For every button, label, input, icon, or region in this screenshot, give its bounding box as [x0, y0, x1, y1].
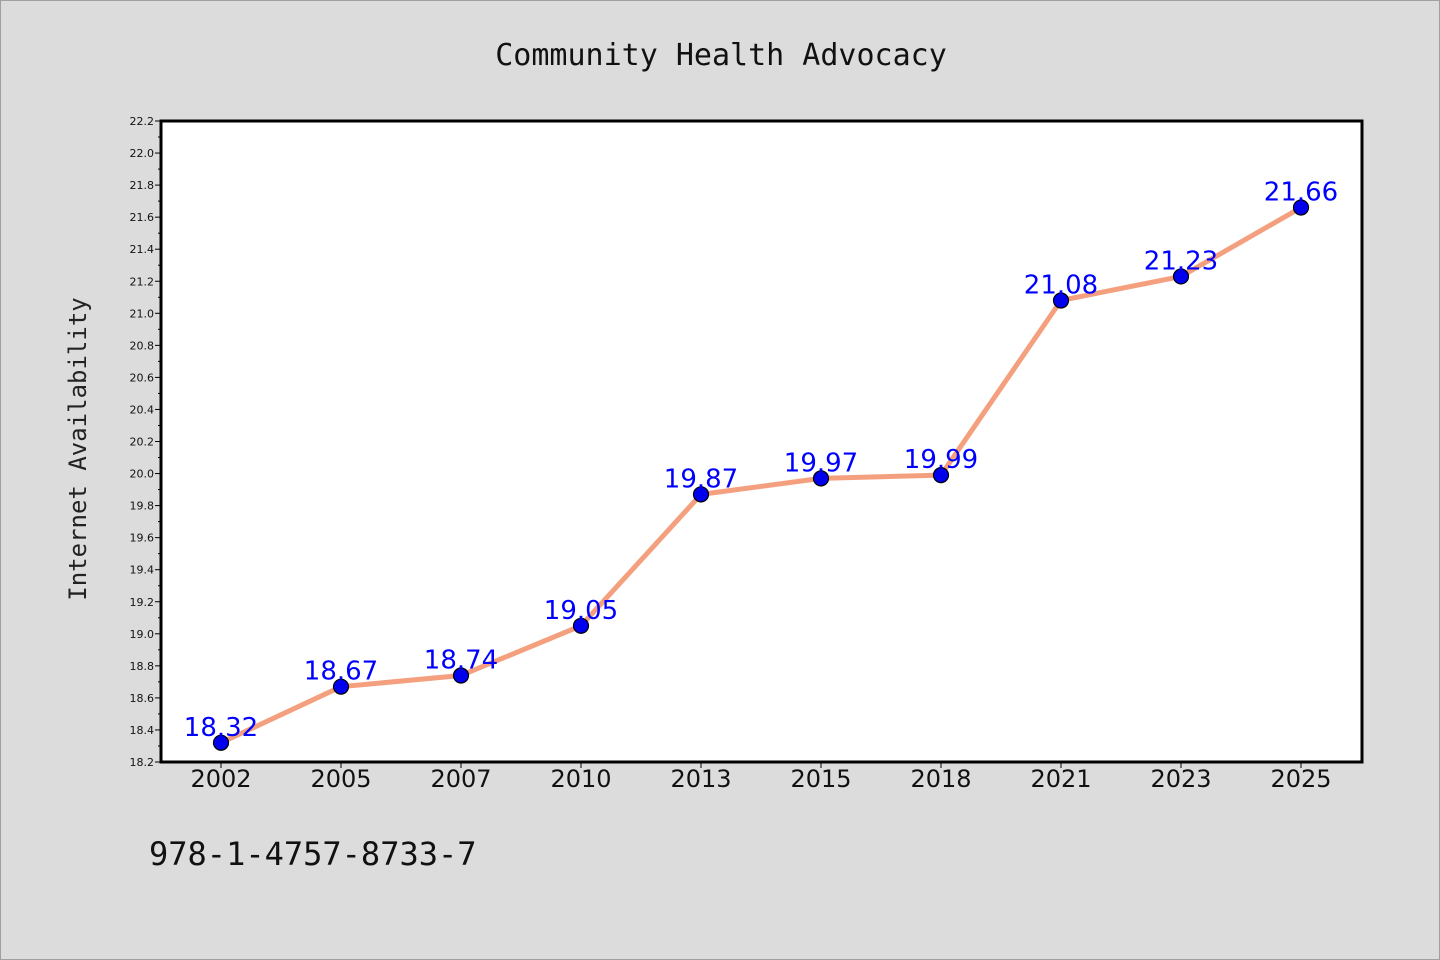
x-axis: 2002 2005 2007 2010 2013 2015 2018 2021 2023 2025 — [190, 762, 1332, 793]
data-label-5: 19.97 — [784, 448, 858, 478]
x-tick-label-0: 2002 — [190, 765, 251, 793]
data-label-7: 21.08 — [1024, 270, 1098, 300]
x-tick-label-4: 2013 — [670, 765, 731, 793]
y-tick-label-20: 22.2 — [130, 115, 155, 128]
data-point-0 — [212, 734, 230, 751]
y-tick-label-10: 20.2 — [130, 436, 155, 449]
footer-code: 978-1-4757-8733-7 — [149, 835, 477, 873]
data-point-4 — [692, 486, 710, 503]
data-point-8 — [1172, 268, 1190, 285]
data-label-0: 18.32 — [184, 713, 258, 743]
x-tick-label-1: 2005 — [310, 765, 371, 793]
plot-area — [159, 119, 1364, 764]
x-tick-label-8: 2023 — [1150, 765, 1211, 793]
data-point-2 — [452, 667, 470, 684]
y-tick-label-17: 21.6 — [130, 211, 155, 224]
data-label-4: 19.87 — [664, 464, 738, 494]
series-layer — [212, 199, 1310, 751]
x-tick-label-3: 2010 — [550, 765, 611, 793]
y-tick-label-3: 18.8 — [130, 660, 155, 673]
y-tick-label-2: 18.6 — [130, 692, 155, 705]
y-tick-label-9: 20.0 — [130, 468, 155, 481]
y-tick-label-7: 19.6 — [130, 532, 155, 545]
data-point-3 — [572, 617, 590, 634]
y-tick-label-15: 21.2 — [130, 275, 155, 288]
x-tick-label-6: 2018 — [910, 765, 971, 793]
chart-title: Community Health Advocacy — [495, 38, 947, 73]
y-tick-label-16: 21.4 — [130, 243, 155, 256]
data-label-3: 19.05 — [544, 596, 618, 626]
y-axis: 18.2 18.4 18.6 18.8 19.0 19.2 19.4 19.6 19.8 20.0… — [130, 115, 161, 769]
data-point-7 — [1052, 292, 1070, 309]
data-point-9 — [1292, 199, 1310, 216]
x-tick-label-5: 2015 — [790, 765, 851, 793]
series-line-0 — [218, 205, 1304, 746]
y-tick-label-19: 22.0 — [130, 147, 155, 160]
data-label-9: 21.66 — [1264, 178, 1338, 208]
data-label-8: 21.23 — [1144, 246, 1218, 276]
y-tick-label-6: 19.4 — [130, 564, 155, 577]
y-tick-label-1: 18.4 — [130, 724, 155, 737]
x-tick-label-2: 2007 — [430, 765, 491, 793]
y-tick-label-14: 21.0 — [130, 307, 155, 320]
y-tick-label-4: 19.0 — [130, 628, 155, 641]
y-tick-label-0: 18.2 — [130, 756, 155, 769]
data-point-1 — [332, 678, 350, 695]
y-tick-label-11: 20.4 — [130, 403, 155, 416]
y-axis-label: Internet Availability — [64, 297, 92, 600]
data-point-6 — [932, 467, 950, 484]
data-labels: 18.32 18.67 18.74 19.05 19.87 19.97 19.99 21.08… — [184, 178, 1338, 743]
y-tick-label-12: 20.6 — [130, 371, 155, 384]
data-label-2: 18.74 — [424, 645, 498, 675]
data-label-6: 19.99 — [904, 445, 978, 475]
y-tick-label-18: 21.8 — [130, 179, 155, 192]
y-tick-label-8: 19.8 — [130, 500, 155, 513]
data-label-1: 18.67 — [304, 657, 378, 687]
x-tick-label-7: 2021 — [1030, 765, 1091, 793]
x-tick-label-9: 2025 — [1270, 765, 1331, 793]
y-tick-label-13: 20.8 — [130, 339, 155, 352]
y-tick-label-5: 19.2 — [130, 596, 155, 609]
data-point-5 — [812, 470, 830, 487]
